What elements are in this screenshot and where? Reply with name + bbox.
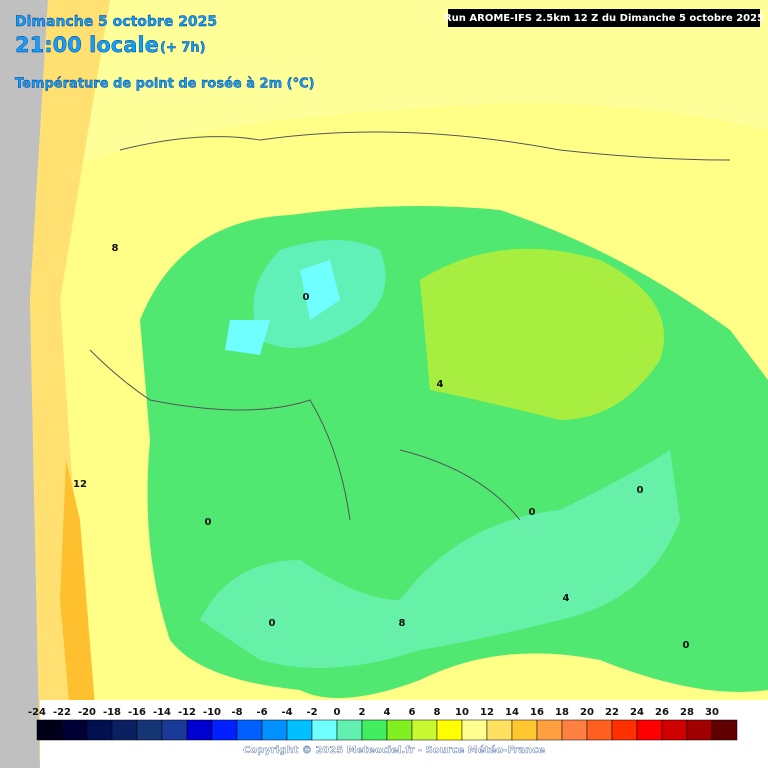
colorbar-swatch [211,719,238,741]
contour-label: 4 [437,379,444,390]
colorbar-swatch [386,719,413,741]
colorbar-label: -22 [53,707,71,718]
colorbar-label: -18 [103,707,121,718]
colorbar-label: -4 [281,707,292,718]
colorbar-label: -6 [256,707,267,718]
contour-label: 0 [303,292,310,303]
colorbar-swatch [611,719,638,741]
contour-label: 0 [205,517,212,528]
colorbar-swatch [661,719,688,741]
colorbar-swatch [511,719,538,741]
colorbar-label: 4 [384,707,391,718]
colorbar-swatch [586,719,613,741]
colorbar-label: 28 [680,707,694,718]
colorbar-swatch [686,719,713,741]
colorbar-label: -14 [153,707,171,718]
run-box [448,9,760,27]
colorbar-label: 26 [655,707,669,718]
colorbar-swatch [486,719,513,741]
zero-zone [200,450,680,668]
colorbar-swatch [86,719,113,741]
run: Run AROME-IFS 2.5km 12 Z du Dimanche 5 o… [444,13,764,24]
colorbar-swatch [261,719,288,741]
colorbar-swatch [36,719,63,741]
colorbar-label: 8 [434,707,441,718]
colorbar-swatch [311,719,338,741]
colorbar-swatch [111,719,138,741]
colorbar-label: -24 [28,707,46,718]
coastal-band [30,0,110,768]
colorbar-label: 10 [455,707,469,718]
cyan-patch [300,260,340,320]
colorbar-label: -16 [128,707,146,718]
contour-label: 4 [563,593,570,604]
colorbar-swatch [286,719,313,741]
colorbar-label: -20 [78,707,96,718]
border-lines [89,131,731,521]
colorbar-label: 2 [359,707,366,718]
contour-label: 8 [399,618,406,629]
variable: Température de point de rosée à 2m (°C) [15,77,315,92]
contour-label: 0 [529,507,536,518]
contour-label: 0 [637,485,644,496]
colorbar-label: -12 [178,707,196,718]
colorbar-label: -8 [231,707,242,718]
colorbar-label: 12 [480,707,494,718]
colorbar-label: -2 [306,707,317,718]
colorbar-swatch [636,719,663,741]
colorbar-label: 14 [505,707,519,718]
out-of-domain [0,0,48,768]
colorbar-label: 24 [630,707,644,718]
colorbar-swatch [136,719,163,741]
colorbar-swatch [236,719,263,741]
contour-label: 0 [683,640,690,651]
colorbar-swatch [336,719,363,741]
colorbar-swatch [361,719,388,741]
colorbar-swatch [161,719,188,741]
colorbar-label: 0 [334,707,341,718]
colorbar-swatch [186,719,213,741]
colorbar-label: 6 [409,707,416,718]
contour-label: 0 [269,618,276,629]
colorbar-label: 30 [705,707,719,718]
coast-strip [60,460,100,768]
colorbar-label: -10 [203,707,221,718]
colorbar-label: 20 [580,707,594,718]
colorbar-swatch [61,719,88,741]
colorbar-label: 18 [555,707,569,718]
cyan-patch [225,320,270,355]
contour-label: 12 [73,479,87,490]
offset: (+ 7h) [160,41,206,56]
copyright: Copyright © 2025 Meteociel.fr - Source M… [243,744,545,756]
colorbar-swatch [711,719,738,741]
colorbar-swatch [436,719,463,741]
date: Dimanche 5 octobre 2025 [15,14,217,30]
contour-label: 8 [112,243,119,254]
colorbar-label: 22 [605,707,619,718]
colorbar-swatch [561,719,588,741]
lime-zone [420,248,664,420]
colorbar-label: 16 [530,707,544,718]
colorbar-swatch [536,719,563,741]
colorbar-swatch [461,719,488,741]
time: 21:00 locale [15,33,159,57]
colorbar-swatch [411,719,438,741]
